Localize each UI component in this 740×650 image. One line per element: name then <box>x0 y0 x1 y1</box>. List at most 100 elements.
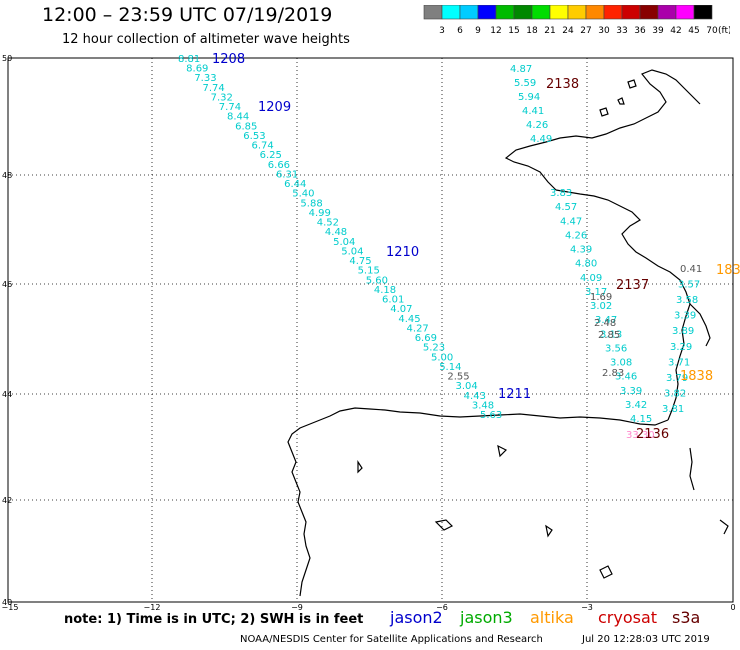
coastline-segment <box>599 565 613 579</box>
lat-label: 50 <box>2 54 12 63</box>
lon-label: −3 <box>581 603 593 610</box>
swh-value-jason2: 4.27 <box>407 323 429 334</box>
lat-lon-grid <box>7 57 734 603</box>
track-label-183: 183 <box>716 263 740 278</box>
swh-value-east: 3.39 <box>674 311 696 322</box>
swh-value-s3a: 4.09 <box>580 273 602 284</box>
coastline-segment <box>555 189 691 421</box>
scale-label: 18 <box>526 26 538 35</box>
swh-value-east: 3.89 <box>672 326 694 337</box>
swh-value-jason2: 6.66 <box>268 160 290 171</box>
map-frame <box>7 57 734 603</box>
scale-label: 30 <box>598 26 610 35</box>
coastline-segment <box>617 97 625 105</box>
swh-value-jason2: 5.63 <box>480 410 502 421</box>
swh-value-gray: 2.48 <box>594 318 616 329</box>
swh-value-jason2: 5.23 <box>423 343 445 354</box>
coastline-segment <box>545 524 553 538</box>
swh-value-east: 3.81 <box>662 404 684 415</box>
scale-label: 24 <box>562 26 574 35</box>
legend-altika: altika <box>530 608 574 627</box>
swh-value-jason2: 5.60 <box>366 275 388 286</box>
coastline-segment <box>357 460 363 474</box>
swh-value-jason2: 4.99 <box>309 208 331 219</box>
scale-swatch <box>693 5 713 20</box>
track-label-1210: 1210 <box>386 245 419 260</box>
lon-label: −15 <box>2 603 19 610</box>
coastline-segment <box>504 69 701 191</box>
swh-value-jason2: 8.44 <box>227 112 249 123</box>
scale-label: 39 <box>652 26 664 35</box>
swh-value-jason2: 4.07 <box>390 304 412 315</box>
track-label-1211: 1211 <box>498 387 531 402</box>
scale-label: 3 <box>439 26 445 35</box>
swh-value-s3a: 5.94 <box>518 92 540 103</box>
scale-label: 15 <box>508 26 519 35</box>
map-title: 12:00 – 23:59 UTC 07/19/2019 <box>42 4 333 26</box>
swh-value-east: 3.29 <box>670 342 692 353</box>
legend-jason2: jason2 <box>390 608 443 627</box>
swh-value-jason2: 6.31 <box>276 169 298 180</box>
swh-value-s3a: 3.83 <box>550 188 572 199</box>
coastline-segment <box>719 519 729 535</box>
coastline-segment <box>599 107 609 117</box>
swh-value-jason2: 5.04 <box>341 246 363 257</box>
track-label-2138: 2138 <box>546 77 579 92</box>
scale-label: 12 <box>490 26 501 35</box>
map-subtitle: 12 hour collection of altimeter wave hei… <box>62 32 350 47</box>
swh-value-s3a: 3.42 <box>625 400 647 411</box>
lat-label: 44 <box>2 390 12 399</box>
swh-value-s3a: 4.15 <box>630 414 652 425</box>
swh-value-jason2: 4.52 <box>317 218 339 229</box>
swh-value-jason2: 3.04 <box>456 381 478 392</box>
satellite-legend: jason2 jason3 altika cryosat s3a <box>0 608 740 632</box>
swh-value-jason2: 5.40 <box>292 189 314 200</box>
axis-labels: 50 48 46 44 42 40−15 −12 −9 −6 −3 0 <box>2 54 736 610</box>
swh-value-s3a: 3.47 <box>595 315 617 326</box>
legend-cryosat: cryosat <box>598 608 658 627</box>
scale-label: 9 <box>475 26 481 35</box>
track-label-2137: 2137 <box>616 278 649 293</box>
scale-label: 70 <box>706 26 718 35</box>
track-labels: 1208 1209 1210 1211 2138 2137 2136 1838 183 <box>212 52 740 442</box>
lat-label: 42 <box>2 496 12 505</box>
swh-value-jason2: 8.81 <box>178 54 200 65</box>
lon-label: 0 <box>730 603 735 610</box>
legend-s3a: s3a <box>672 608 701 627</box>
swh-value-jason2: 7.74 <box>219 102 241 113</box>
swh-value-s3a: 3.02 <box>590 301 612 312</box>
swh-value-s3a: 3.13 <box>600 329 622 340</box>
swh-value-jason2: 4.75 <box>349 256 371 267</box>
track-label-2136: 2136 <box>636 427 669 442</box>
lat-label: 46 <box>2 280 12 289</box>
swh-value-jason2: 3.48 <box>472 400 494 411</box>
swh-value-east: 3.79 <box>666 373 688 384</box>
swh-value-s3a: 4.39 <box>570 245 592 256</box>
swh-value-s3a: 4.26 <box>565 230 587 241</box>
lon-label: −12 <box>144 603 161 610</box>
scale-label: 6 <box>457 26 463 35</box>
scale-label: 27 <box>580 26 591 35</box>
swh-value-jason2: 5.04 <box>333 237 355 248</box>
swh-value-jason2: 7.74 <box>202 83 224 94</box>
scale-label: 21 <box>544 26 555 35</box>
track-label-1838: 1838 <box>680 369 713 384</box>
swh-value-s3a: 4.49 <box>530 134 552 145</box>
legend-jason3: jason3 <box>460 608 513 627</box>
swh-value-east: 3.57 <box>678 280 700 291</box>
scale-label: 33 <box>616 26 627 35</box>
swh-value-jason2: 6.74 <box>251 141 273 152</box>
swh-value-jason2: 6.69 <box>415 333 437 344</box>
credit-text: NOAA/NESDIS Center for Satellite Applica… <box>240 634 543 645</box>
coastline <box>287 69 729 597</box>
swh-value-jason2: 4.45 <box>398 314 420 325</box>
swh-value-s3a: 4.80 <box>575 259 597 270</box>
swh-value-jason2: 6.01 <box>382 295 404 306</box>
swh-value-east: 0.41 <box>680 264 702 275</box>
lon-label: −6 <box>436 603 448 610</box>
lat-label: 40 <box>2 598 12 607</box>
swh-value-pink: 33.30 <box>626 430 655 441</box>
swh-value-s3a: 3.39 <box>620 386 642 397</box>
